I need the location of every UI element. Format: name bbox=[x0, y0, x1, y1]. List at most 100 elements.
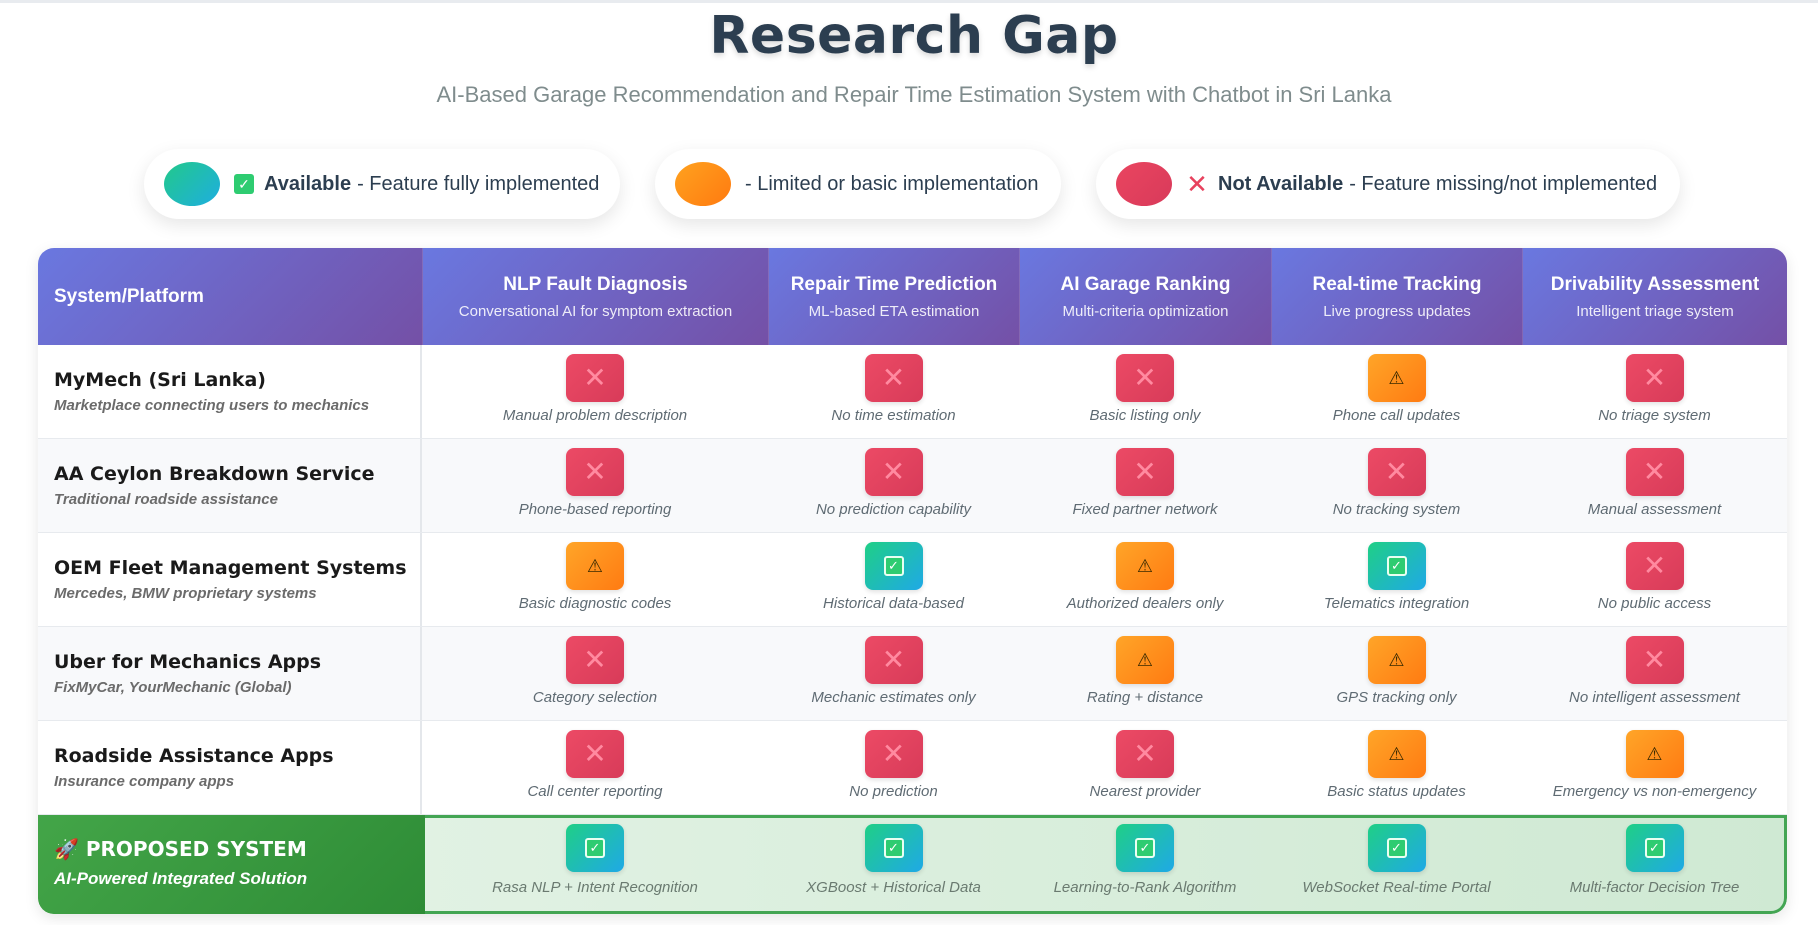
feature-note: Phone call updates bbox=[1332, 407, 1461, 424]
system-name: Roadside Assistance Apps bbox=[54, 745, 334, 767]
feature-cell: ✕ No time estimation bbox=[768, 345, 1019, 438]
cross-icon: ✕ bbox=[566, 354, 624, 402]
feature-note: No prediction bbox=[849, 783, 938, 800]
cross-icon: ✕ bbox=[864, 448, 923, 496]
check-icon: ✓ bbox=[566, 824, 624, 872]
page-subtitle: AI-Based Garage Recommendation and Repai… bbox=[436, 82, 1392, 107]
warning-icon: ⚠ bbox=[1116, 542, 1174, 590]
legend-not-available: ✕ Not Available - Feature missing/not im… bbox=[1096, 149, 1680, 219]
system-name-cell: Roadside Assistance Apps Insurance compan… bbox=[38, 721, 422, 814]
table-row: Uber for Mechanics Apps FixMyCar, YourMec… bbox=[38, 627, 1787, 721]
warning-icon: ⚠ bbox=[1116, 636, 1174, 684]
feature-cell: ⚠ GPS tracking only bbox=[1271, 627, 1522, 720]
feature-note: Basic diagnostic codes bbox=[518, 595, 672, 612]
system-description: Marketplace connecting users to mechanic… bbox=[54, 397, 370, 414]
proposed-feature-note: Learning-to-Rank Algorithm bbox=[1053, 879, 1237, 896]
system-description: FixMyCar, YourMechanic (Global) bbox=[54, 679, 292, 696]
proposed-system-name-cell: 🚀 PROPOSED SYSTEM AI-Powered Integrated S… bbox=[38, 815, 425, 914]
table-row: Roadside Assistance Apps Insurance compan… bbox=[38, 721, 1787, 815]
legend-label: Not Available bbox=[1218, 172, 1344, 195]
feature-note: Fixed partner network bbox=[1072, 501, 1218, 518]
top-divider bbox=[0, 0, 1818, 3]
proposed-feature-cell: ✓ Learning-to-Rank Algorithm bbox=[1019, 815, 1271, 914]
feature-note: No tracking system bbox=[1332, 501, 1461, 518]
feature-note: Emergency vs non-emergency bbox=[1552, 783, 1757, 800]
feature-cell: ✕ No prediction bbox=[768, 721, 1019, 814]
column-title: NLP Fault Diagnosis bbox=[503, 274, 688, 295]
cross-icon: ✕ bbox=[1116, 730, 1174, 778]
check-icon: ✓ bbox=[1367, 824, 1426, 872]
proposed-feature-note: XGBoost + Historical Data bbox=[806, 879, 981, 896]
proposed-feature-cell: ✓ Rasa NLP + Intent Recognition bbox=[422, 815, 768, 914]
column-title: Repair Time Prediction bbox=[790, 274, 998, 295]
cross-icon: ✕ bbox=[864, 636, 923, 684]
column-subtitle: Multi-criteria optimization bbox=[1062, 303, 1229, 320]
feature-cell: ✕ Manual problem description bbox=[422, 345, 768, 438]
column-header: AI Garage Ranking Multi-criteria optimiza… bbox=[1019, 248, 1271, 345]
column-header: Drivability Assessment Intelligent triage… bbox=[1522, 248, 1787, 345]
feature-cell: ⚠ Emergency vs non-emergency bbox=[1522, 721, 1787, 814]
feature-cell: ⚠ Phone call updates bbox=[1271, 345, 1522, 438]
feature-cell: ⚠ Authorized dealers only bbox=[1019, 533, 1271, 626]
warning-icon: ⚠ bbox=[1367, 354, 1426, 402]
green-dot-icon bbox=[164, 162, 220, 206]
comparison-table: System/Platform NLP Fault Diagnosis Conve… bbox=[38, 248, 1787, 914]
column-subtitle: ML-based ETA estimation bbox=[808, 303, 980, 320]
feature-note: Nearest provider bbox=[1089, 783, 1201, 800]
check-icon: ✓ bbox=[1367, 542, 1426, 590]
feature-note: Call center reporting bbox=[527, 783, 663, 800]
cross-icon: ✕ bbox=[1367, 448, 1426, 496]
proposed-system-row: 🚀 PROPOSED SYSTEM AI-Powered Integrated S… bbox=[38, 815, 1787, 914]
feature-cell: ✕ Basic listing only bbox=[1019, 345, 1271, 438]
feature-cell: ✕ No public access bbox=[1522, 533, 1787, 626]
proposed-feature-cell: ✓ Multi-factor Decision Tree bbox=[1522, 815, 1787, 914]
feature-note: No time estimation bbox=[831, 407, 956, 424]
feature-cell: ✕ Call center reporting bbox=[422, 721, 768, 814]
feature-note: Telematics integration bbox=[1323, 595, 1470, 612]
feature-cell: ✓ Historical data-based bbox=[768, 533, 1019, 626]
table-row: AA Ceylon Breakdown Service Traditional r… bbox=[38, 439, 1787, 533]
column-header: NLP Fault Diagnosis Conversational AI for… bbox=[422, 248, 768, 345]
feature-cell: ⚠ Basic status updates bbox=[1271, 721, 1522, 814]
warning-icon: ⚠ bbox=[1625, 730, 1684, 778]
feature-note: Mechanic estimates only bbox=[811, 689, 976, 706]
feature-cell: ✕ Category selection bbox=[422, 627, 768, 720]
system-name-cell: MyMech (Sri Lanka) Marketplace connecting… bbox=[38, 345, 422, 438]
feature-note: No triage system bbox=[1598, 407, 1711, 424]
feature-cell: ⚠ Rating + distance bbox=[1019, 627, 1271, 720]
system-name: AA Ceylon Breakdown Service bbox=[54, 463, 375, 485]
warning-icon: ⚠ bbox=[1367, 730, 1426, 778]
cross-icon: ✕ bbox=[566, 636, 624, 684]
proposed-feature-note: WebSocket Real-time Portal bbox=[1302, 879, 1491, 896]
red-dot-icon bbox=[1116, 162, 1172, 206]
orange-dot-icon bbox=[675, 162, 731, 206]
feature-cell: ✕ Nearest provider bbox=[1019, 721, 1271, 814]
column-title: Real-time Tracking bbox=[1312, 274, 1482, 295]
legend-label: Available bbox=[264, 172, 352, 195]
warning-icon: ⚠ bbox=[1367, 636, 1426, 684]
check-icon: ✓ bbox=[864, 542, 923, 590]
legend-text: - Feature fully implemented bbox=[357, 172, 600, 195]
feature-cell: ✕ Phone-based reporting bbox=[422, 439, 768, 532]
feature-cell: ✕ No intelligent assessment bbox=[1522, 627, 1787, 720]
cross-icon: ✕ bbox=[566, 448, 624, 496]
legend-available: ✓ Available - Feature fully implemented bbox=[144, 149, 620, 219]
proposed-system-description: AI-Powered Integrated Solution bbox=[54, 869, 308, 888]
check-icon: ✓ bbox=[234, 174, 254, 194]
feature-note: GPS tracking only bbox=[1336, 689, 1457, 706]
system-name-cell: OEM Fleet Management Systems Mercedes, BM… bbox=[38, 533, 422, 626]
table-row: OEM Fleet Management Systems Mercedes, BM… bbox=[38, 533, 1787, 627]
feature-note: Rating + distance bbox=[1086, 689, 1204, 706]
system-name: MyMech (Sri Lanka) bbox=[54, 369, 266, 391]
feature-cell: ✕ Fixed partner network bbox=[1019, 439, 1271, 532]
cross-icon: ✕ bbox=[1625, 542, 1684, 590]
feature-note: Manual problem description bbox=[502, 407, 688, 424]
check-icon: ✓ bbox=[864, 824, 923, 872]
proposed-feature-note: Rasa NLP + Intent Recognition bbox=[492, 879, 698, 896]
column-header: Repair Time Prediction ML-based ETA estim… bbox=[768, 248, 1019, 345]
check-icon: ✓ bbox=[1625, 824, 1684, 872]
system-name-cell: Uber for Mechanics Apps FixMyCar, YourMec… bbox=[38, 627, 422, 720]
check-icon: ✓ bbox=[1116, 824, 1174, 872]
feature-note: No public access bbox=[1597, 595, 1712, 612]
legend-text: - Feature missing/not implemented bbox=[1349, 172, 1658, 195]
